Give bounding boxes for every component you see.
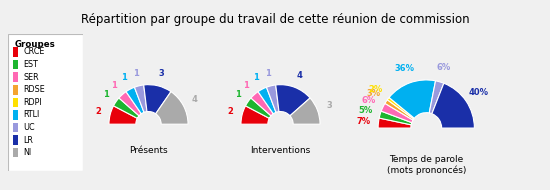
Bar bbox=[13, 123, 18, 132]
Text: 1: 1 bbox=[122, 74, 127, 82]
Text: 3%: 3% bbox=[366, 89, 380, 97]
Text: 1: 1 bbox=[103, 90, 108, 99]
Wedge shape bbox=[387, 97, 414, 119]
Text: 3: 3 bbox=[326, 101, 332, 110]
Wedge shape bbox=[144, 85, 171, 114]
Text: SER: SER bbox=[23, 73, 38, 82]
Text: 40%: 40% bbox=[469, 88, 489, 97]
Wedge shape bbox=[126, 87, 144, 114]
Text: Répartition par groupe du travail de cette réunion de commission: Répartition par groupe du travail de cet… bbox=[81, 13, 469, 26]
Bar bbox=[13, 148, 18, 158]
Wedge shape bbox=[267, 85, 279, 112]
Text: UC: UC bbox=[23, 123, 35, 132]
Text: 36%: 36% bbox=[395, 64, 415, 73]
Text: NI: NI bbox=[23, 148, 31, 157]
Text: 2%: 2% bbox=[369, 85, 383, 94]
Text: EST: EST bbox=[23, 60, 38, 69]
Text: 1: 1 bbox=[254, 74, 259, 82]
Text: 3: 3 bbox=[158, 69, 164, 78]
Text: 7%: 7% bbox=[356, 117, 370, 126]
Wedge shape bbox=[381, 103, 413, 123]
Text: 1: 1 bbox=[265, 69, 271, 78]
Wedge shape bbox=[109, 106, 138, 124]
Bar bbox=[13, 60, 18, 69]
Text: RDSE: RDSE bbox=[23, 85, 45, 94]
Text: 4: 4 bbox=[296, 71, 302, 80]
Wedge shape bbox=[245, 98, 271, 118]
Text: RTLI: RTLI bbox=[23, 110, 40, 119]
Text: 1: 1 bbox=[111, 81, 117, 90]
Wedge shape bbox=[276, 85, 310, 116]
Bar bbox=[13, 72, 18, 82]
Wedge shape bbox=[290, 98, 320, 124]
Wedge shape bbox=[241, 106, 270, 124]
Wedge shape bbox=[135, 85, 147, 112]
Wedge shape bbox=[119, 92, 141, 116]
Text: Interventions: Interventions bbox=[250, 146, 311, 155]
Text: Temps de parole
(mots prononcés): Temps de parole (mots prononcés) bbox=[387, 154, 466, 175]
FancyBboxPatch shape bbox=[8, 34, 82, 171]
Bar bbox=[13, 85, 18, 95]
Text: 4: 4 bbox=[192, 95, 197, 104]
Text: 6%: 6% bbox=[362, 96, 376, 105]
Wedge shape bbox=[378, 118, 411, 128]
Text: 6%: 6% bbox=[437, 63, 451, 72]
Wedge shape bbox=[389, 80, 436, 118]
Wedge shape bbox=[156, 92, 188, 124]
Text: CRCE: CRCE bbox=[23, 48, 45, 56]
Text: 2: 2 bbox=[95, 107, 101, 116]
Wedge shape bbox=[258, 87, 276, 114]
Text: LR: LR bbox=[23, 136, 33, 145]
Text: RDPI: RDPI bbox=[23, 98, 42, 107]
Text: 5%: 5% bbox=[358, 106, 372, 115]
Bar bbox=[13, 97, 18, 107]
Text: 2: 2 bbox=[227, 107, 233, 116]
Wedge shape bbox=[379, 111, 412, 125]
Wedge shape bbox=[385, 100, 414, 120]
Wedge shape bbox=[251, 92, 273, 116]
Text: 1: 1 bbox=[133, 69, 139, 78]
Bar bbox=[13, 47, 18, 57]
Text: Présents: Présents bbox=[129, 146, 168, 155]
Text: 1: 1 bbox=[243, 81, 249, 90]
Wedge shape bbox=[432, 83, 474, 128]
Bar bbox=[13, 135, 18, 145]
Wedge shape bbox=[113, 98, 139, 118]
Wedge shape bbox=[429, 81, 444, 114]
Text: Groupes: Groupes bbox=[14, 40, 55, 49]
Text: 1: 1 bbox=[235, 90, 240, 99]
Bar bbox=[13, 110, 18, 120]
